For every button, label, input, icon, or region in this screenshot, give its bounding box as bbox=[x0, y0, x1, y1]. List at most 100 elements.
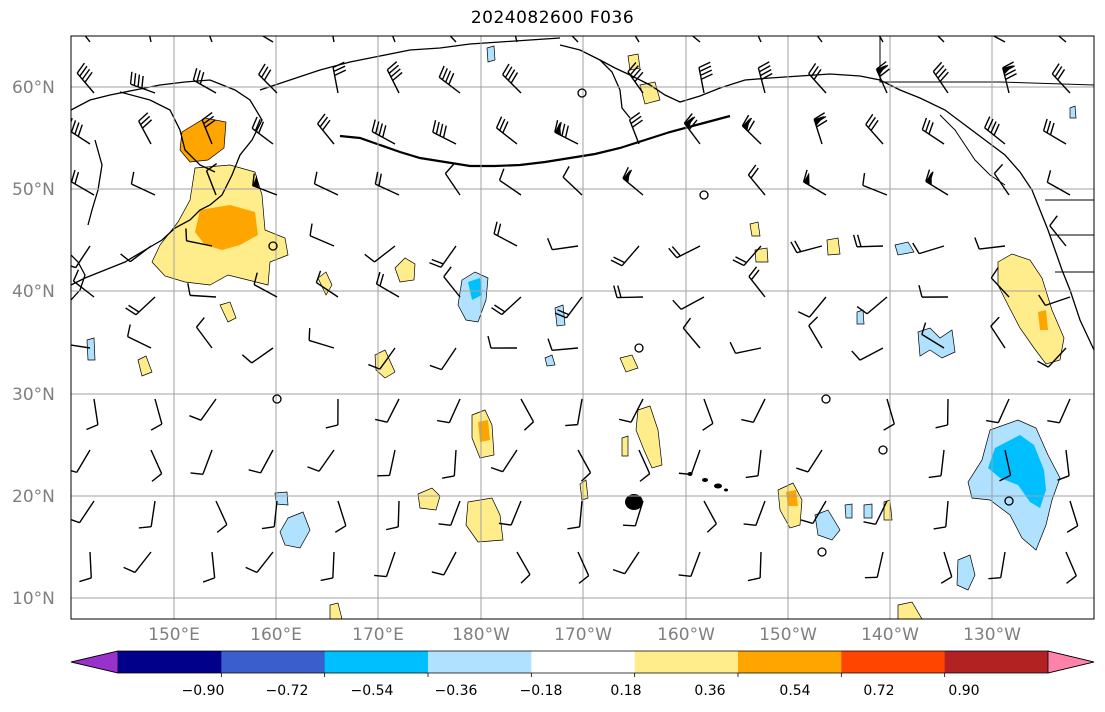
wind-barb bbox=[864, 551, 884, 579]
wind-barb bbox=[800, 500, 827, 525]
wind-barb bbox=[150, 449, 163, 482]
wind-barb bbox=[138, 500, 156, 529]
negative-region-east-2 bbox=[814, 509, 841, 541]
wind-barb bbox=[790, 240, 823, 254]
lon-label-150w: 150°W bbox=[759, 625, 817, 645]
wind-barb bbox=[925, 169, 949, 196]
island-oahu bbox=[702, 478, 708, 482]
wind-barb bbox=[571, 36, 579, 43]
colorbar-tick-1: −0.90 bbox=[181, 683, 225, 699]
yellow-blob-small-2 bbox=[317, 271, 333, 296]
wind-barb bbox=[391, 36, 396, 43]
lon-label-170e: 170°E bbox=[352, 625, 404, 645]
wind-barb bbox=[747, 551, 762, 582]
wind-barb bbox=[628, 112, 643, 145]
positive-small-13 bbox=[754, 247, 769, 263]
colorbar-segment bbox=[531, 651, 636, 673]
wind-barb bbox=[613, 285, 644, 299]
wind-barb bbox=[622, 166, 644, 196]
lon-label-160e: 160°E bbox=[250, 625, 302, 645]
positive-small-10 bbox=[883, 499, 893, 521]
wind-barb bbox=[554, 120, 579, 145]
negative-small-6 bbox=[863, 503, 873, 519]
wind-barb bbox=[123, 551, 152, 574]
negative-small-5 bbox=[844, 503, 853, 519]
wind-barb bbox=[577, 449, 592, 482]
wind-barb bbox=[252, 173, 278, 196]
positive-small-6 bbox=[619, 354, 639, 373]
wind-barb bbox=[332, 61, 347, 94]
wind-barb bbox=[990, 267, 1010, 298]
wind-barb bbox=[150, 398, 163, 431]
wind-barb bbox=[921, 117, 945, 145]
wind-barb bbox=[813, 112, 828, 145]
wind-barb bbox=[567, 500, 583, 530]
wind-barb bbox=[1051, 63, 1071, 94]
yellow-blob-small-1 bbox=[394, 257, 416, 283]
wind-barb bbox=[932, 61, 949, 94]
wind-barb bbox=[745, 449, 762, 479]
wind-barb bbox=[491, 296, 522, 316]
positive-small-7 bbox=[621, 435, 629, 457]
wind-barb bbox=[1042, 118, 1067, 145]
orange-core-coast bbox=[1038, 310, 1048, 330]
calm-wind-marker bbox=[821, 394, 831, 404]
wind-barb bbox=[138, 112, 153, 145]
border-alaska-canada bbox=[879, 36, 1094, 86]
wind-barb bbox=[449, 36, 457, 43]
wind-barb bbox=[672, 296, 705, 310]
negative-small-10 bbox=[486, 45, 496, 63]
yellow-blob-small-9 bbox=[329, 602, 343, 619]
lat-label-40n: 40°N bbox=[12, 282, 55, 302]
wind-barb bbox=[71, 449, 91, 474]
wind-barb bbox=[149, 36, 152, 43]
wind-barb bbox=[668, 245, 701, 259]
lat-label-30n: 30°N bbox=[12, 385, 55, 405]
wind-barb bbox=[747, 164, 766, 196]
lon-label-140w: 140°W bbox=[861, 625, 919, 645]
wind-barb bbox=[798, 296, 827, 318]
lon-label-160w: 160°W bbox=[657, 625, 715, 645]
colorbar-outline bbox=[70, 650, 1095, 674]
wind-barb bbox=[802, 169, 827, 196]
wind-barb bbox=[129, 71, 156, 94]
wind-barb bbox=[245, 551, 274, 574]
wind-barbs bbox=[71, 36, 1079, 584]
coastline-japan bbox=[71, 254, 86, 301]
wind-barb bbox=[429, 347, 457, 371]
wind-barb bbox=[678, 551, 701, 578]
negative-region-center-5 bbox=[279, 511, 311, 549]
negative-small-8 bbox=[856, 309, 865, 325]
wind-barb bbox=[202, 551, 216, 583]
wind-barb bbox=[743, 500, 766, 527]
wind-barb bbox=[241, 347, 274, 364]
wind-barb bbox=[313, 171, 339, 196]
colorbar-segment bbox=[221, 651, 326, 673]
colorbar-tick-2: −0.72 bbox=[265, 683, 309, 699]
wind-barb bbox=[86, 398, 99, 431]
wind-barb bbox=[190, 449, 213, 476]
map-frame bbox=[70, 35, 1095, 620]
wind-barb bbox=[189, 398, 217, 421]
negative-core-southeast bbox=[988, 435, 1046, 508]
wind-barb bbox=[554, 296, 583, 319]
coastline-alaska-bay bbox=[599, 59, 631, 119]
wind-barb bbox=[192, 68, 217, 94]
wind-barb bbox=[1002, 61, 1017, 94]
wind-barb bbox=[215, 500, 228, 533]
yellow-blob-small-4 bbox=[137, 355, 153, 377]
wind-barb bbox=[248, 449, 274, 474]
wind-barb bbox=[1057, 449, 1070, 481]
positive-region-center-3 bbox=[417, 487, 441, 511]
wind-barb bbox=[371, 119, 396, 145]
wind-barb bbox=[495, 116, 518, 145]
shaded-regions bbox=[86, 45, 1077, 619]
wind-barb bbox=[84, 36, 91, 43]
wind-barb bbox=[1049, 215, 1067, 247]
wind-barb bbox=[796, 449, 823, 473]
wind-barb bbox=[201, 112, 216, 145]
lat-label-60n: 60°N bbox=[12, 78, 55, 98]
wind-barb bbox=[377, 449, 396, 477]
yellow-blob-small-3 bbox=[219, 301, 237, 323]
calm-wind-marker bbox=[1004, 496, 1014, 506]
